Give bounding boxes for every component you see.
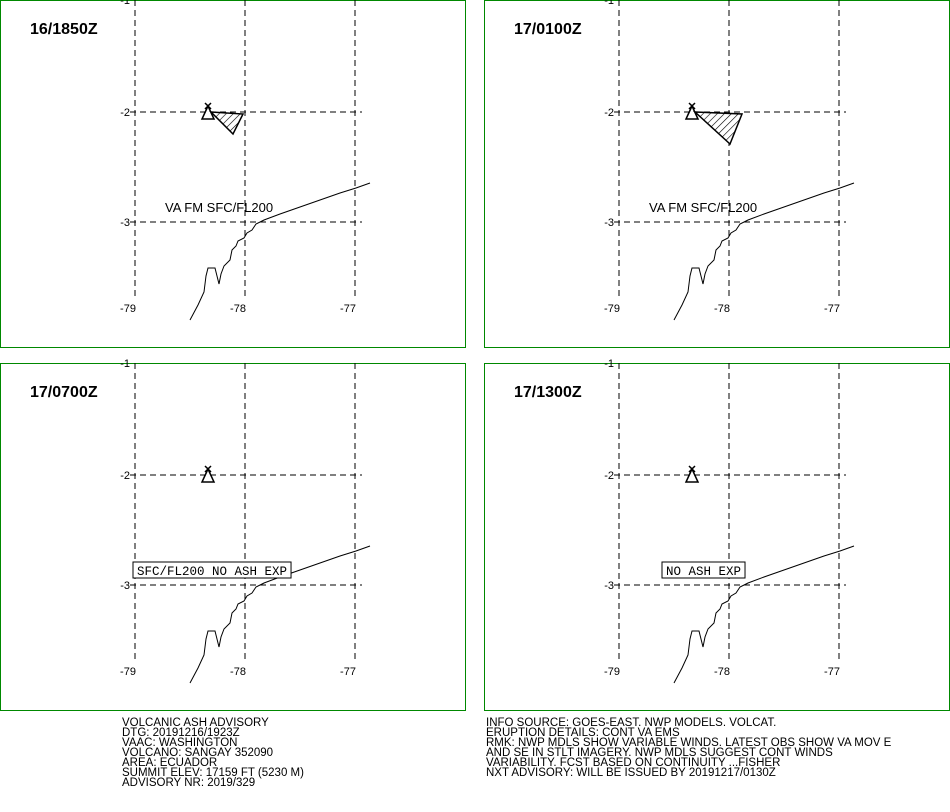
lon-label: -79 <box>604 666 620 678</box>
lat-label: -3 <box>604 580 614 592</box>
volcano-x <box>204 102 212 110</box>
map-panel: -79 -78 -77 -1 -2 -3 16/1850Z VA FM SFC/FL200 <box>0 0 466 348</box>
lat-label: -2 <box>120 470 130 482</box>
advisory-line: INFO SOURCE: GOES-EAST. NWP MODELS. VOLC… <box>486 717 776 729</box>
advisory-line: VARIABILITY. FCST BASED ON CONTINUITY ..… <box>486 757 780 769</box>
lat-label: -3 <box>120 217 130 229</box>
advisory-line: VOLCANIC ASH ADVISORY <box>122 717 269 729</box>
advisory-line: VAAC: WASHINGTON <box>122 737 237 749</box>
lon-label: -79 <box>604 303 620 315</box>
lat-label: -3 <box>604 217 614 229</box>
lat-label: -1 <box>120 358 130 370</box>
lon-label: -78 <box>714 303 730 315</box>
volcano-x <box>688 102 696 110</box>
ash-area <box>209 111 245 136</box>
advisory-line: ADVISORY NR: 2019/329 <box>122 777 255 789</box>
advisory-line: NXT ADVISORY: WILL BE ISSUED BY 20191217… <box>486 767 776 779</box>
coastline <box>189 545 371 684</box>
time-label: 17/0100Z <box>514 21 582 38</box>
panel-border <box>0 363 466 711</box>
advisory-line: AREA: ECUADOR <box>122 757 217 769</box>
map-panel: -79 -78 -77 -1 -2 -3 17/0700Z SFC/FL200 NO ASH … <box>0 358 466 711</box>
annotation: SFC/FL200 NO ASH EXP <box>137 565 287 579</box>
lon-label: -77 <box>824 303 840 315</box>
volcano-x <box>688 465 696 473</box>
annotation: VA FM SFC/FL200 <box>165 200 273 215</box>
lon-label: -77 <box>340 303 356 315</box>
advisory-line: DTG: 20191216/1923Z <box>122 727 240 739</box>
lat-label: -1 <box>604 358 614 370</box>
time-label: 16/1850Z <box>30 21 98 38</box>
lon-label: -79 <box>120 666 136 678</box>
advisory-line: ERUPTION DETAILS: CONT VA EMS <box>486 727 680 739</box>
lon-label: -77 <box>824 666 840 678</box>
annotation: NO ASH EXP <box>666 565 741 579</box>
annotation: VA FM SFC/FL200 <box>649 200 757 215</box>
volcano-x <box>204 465 212 473</box>
time-label: 17/0700Z <box>30 384 98 401</box>
coastline <box>673 545 855 684</box>
advisory-line: SUMMIT ELEV: 17159 FT (5230 M) <box>122 767 304 779</box>
advisory-line: RMK: NWP MDLS SHOW VARIABLE WINDS. LATES… <box>486 737 892 749</box>
lat-label: -2 <box>604 470 614 482</box>
panel-border <box>0 0 466 348</box>
lon-label: -78 <box>230 666 246 678</box>
map-panel: -79 -78 -77 -1 -2 -3 17/0100Z VA FM SFC/FL200 <box>484 0 950 348</box>
coastline <box>673 182 855 321</box>
volcano <box>200 467 216 483</box>
ash-area <box>692 111 744 146</box>
lat-label: -3 <box>120 580 130 592</box>
lat-label: -1 <box>120 0 130 7</box>
lat-label: -2 <box>604 107 614 119</box>
lon-label: -79 <box>120 303 136 315</box>
lat-label: -1 <box>604 0 614 7</box>
volcano <box>684 467 700 483</box>
lon-label: -77 <box>340 666 356 678</box>
lat-label: -2 <box>120 107 130 119</box>
time-label: 17/1300Z <box>514 384 582 401</box>
lon-label: -78 <box>714 666 730 678</box>
annotation-box <box>132 561 292 579</box>
lon-label: -78 <box>230 303 246 315</box>
coastline <box>189 182 371 321</box>
annotation-box <box>661 561 746 579</box>
advisory-line: VOLCANO: SANGAY 352090 <box>122 747 273 759</box>
advisory-line: AND SE IN STLT IMAGERY. NWP MDLS SUGGEST… <box>486 747 833 759</box>
